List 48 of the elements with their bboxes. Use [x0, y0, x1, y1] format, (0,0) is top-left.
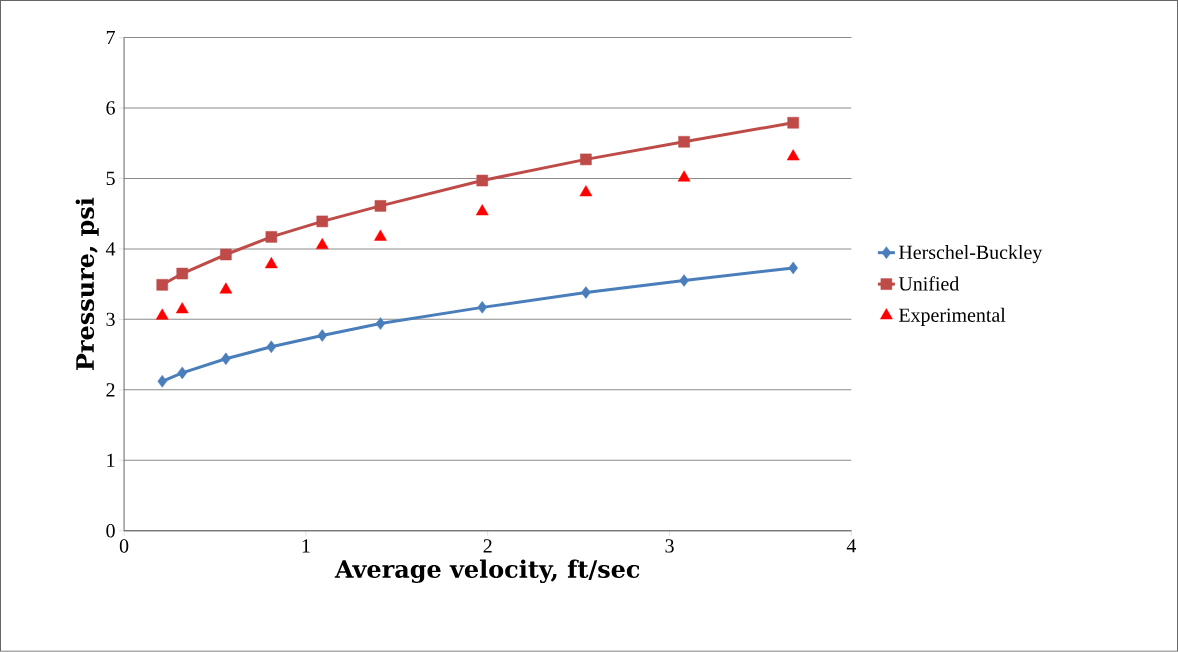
legend-label: Herschel-Buckley [898, 245, 1043, 264]
x-tick-label: 4 [846, 539, 857, 553]
point [316, 215, 328, 228]
point [155, 308, 169, 320]
legend-label: Unified [898, 276, 960, 291]
point [579, 185, 593, 197]
y-tick-label: 2 [106, 383, 115, 397]
point [265, 257, 278, 269]
y-tick-label: 6 [106, 101, 115, 115]
point [581, 286, 591, 299]
point [221, 352, 231, 366]
y-tick-label: 7 [106, 31, 115, 45]
point [677, 170, 691, 182]
point [678, 136, 690, 148]
point [317, 329, 327, 342]
point [175, 302, 189, 314]
point [177, 366, 187, 380]
point [266, 340, 277, 354]
point [477, 301, 488, 314]
point [786, 149, 800, 161]
point [219, 282, 233, 294]
point [374, 229, 387, 241]
x-tick-label: 1 [302, 539, 310, 553]
point [315, 238, 329, 250]
y-tick-label: 3 [106, 312, 115, 327]
point [220, 248, 232, 261]
y-tick-label: 4 [105, 242, 116, 256]
y-tick-label: 0 [106, 524, 115, 538]
x-tick-label: 3 [665, 539, 674, 553]
y-tick-label: 1 [107, 453, 115, 467]
point [580, 153, 592, 166]
point [176, 267, 188, 280]
legend-label: Experimental [898, 307, 1006, 327]
point [476, 174, 489, 187]
point [788, 261, 798, 275]
point [265, 231, 278, 243]
point [475, 204, 489, 216]
point [374, 200, 387, 212]
point [787, 117, 799, 129]
point [679, 274, 689, 287]
point [375, 317, 386, 330]
x-axis-title: Average velocity, ft/sec [334, 559, 640, 584]
x-tick-label: 0 [119, 539, 129, 553]
x-tick-label: 2 [483, 539, 492, 553]
y-axis-title: Pressure, psi [75, 197, 99, 371]
point [157, 375, 167, 388]
point [156, 279, 168, 291]
y-tick-label: 5 [106, 171, 115, 186]
